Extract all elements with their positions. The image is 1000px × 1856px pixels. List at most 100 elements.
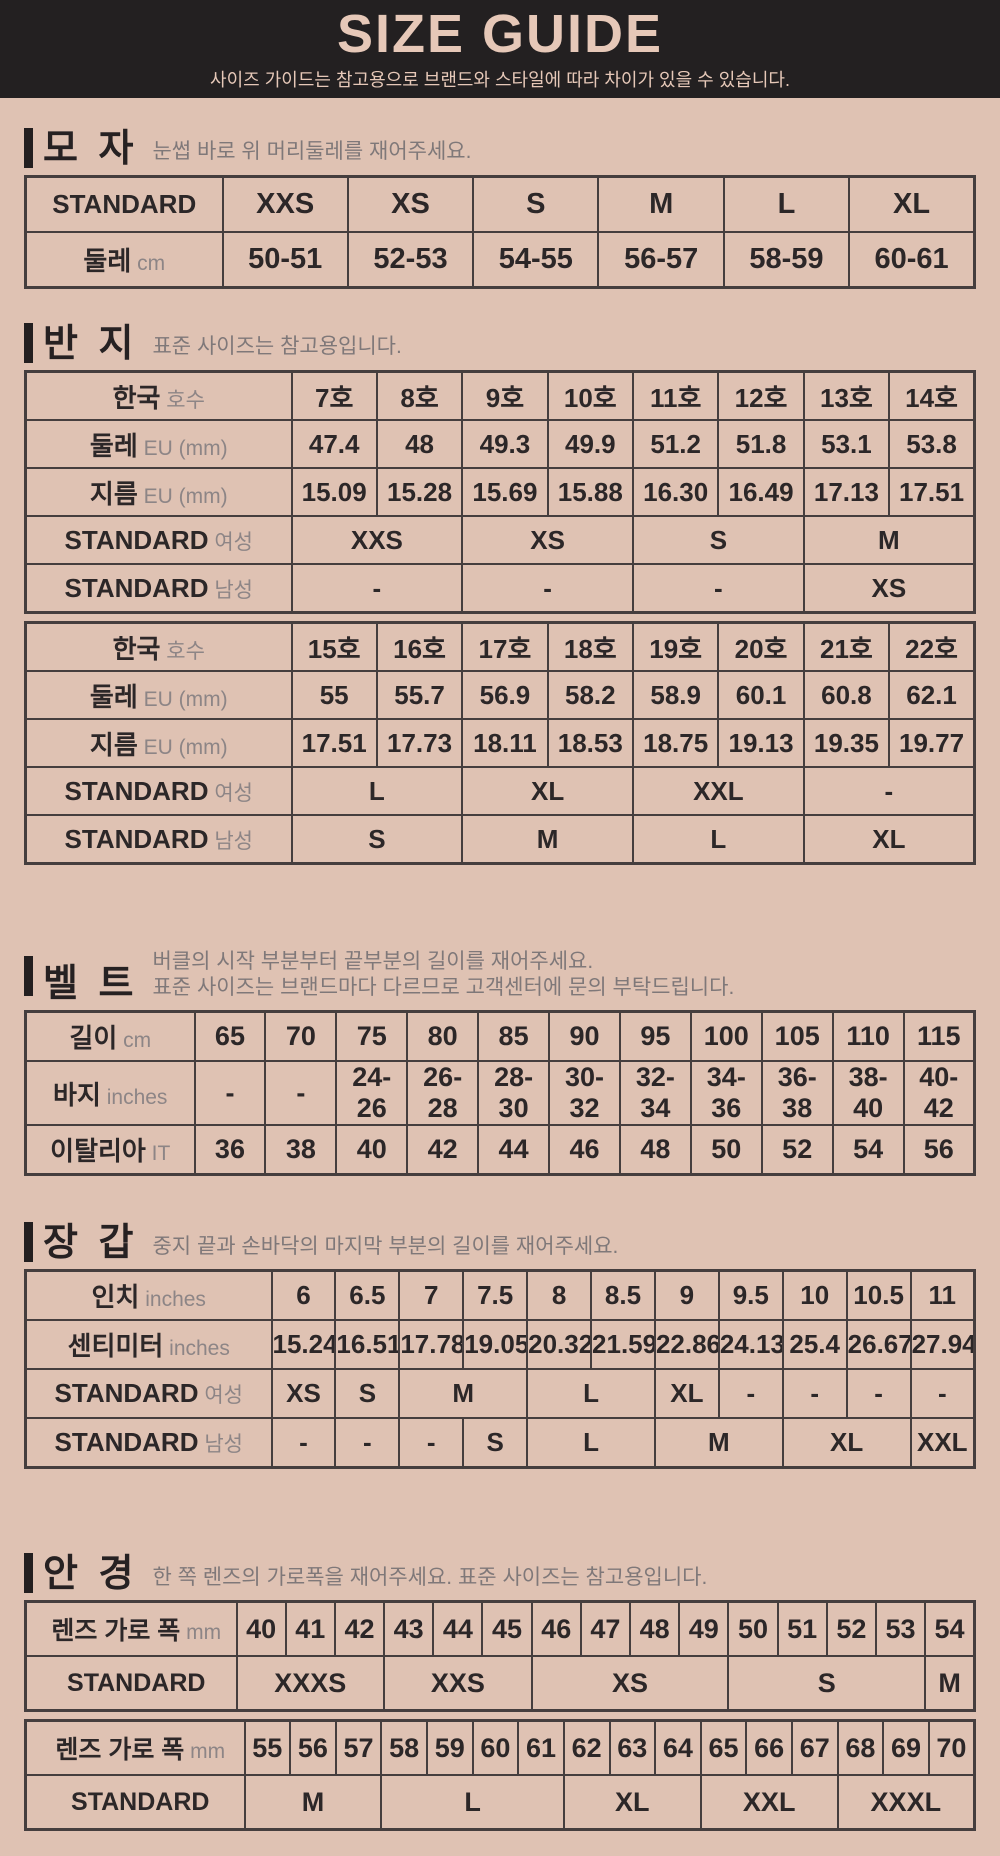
table-cell: 28-30 <box>477 1060 551 1127</box>
table-cell: L <box>290 766 464 816</box>
table-cell: - <box>264 1060 338 1127</box>
table-cell: S <box>462 1417 529 1469</box>
row-label: 렌즈 가로 폭 mm <box>24 1600 238 1658</box>
table-cell: 44 <box>477 1124 551 1176</box>
table-cell: L <box>526 1368 656 1420</box>
table-cell: 7호 <box>290 370 378 421</box>
row-label: 한국 호수 <box>24 621 293 672</box>
table-cell: 46 <box>530 1600 582 1658</box>
table-cell: 10.5 <box>845 1269 912 1322</box>
table-cell: 47 <box>579 1600 632 1658</box>
table-cell: 52-53 <box>346 231 475 289</box>
table-cell: 47.4 <box>290 419 378 469</box>
table-cell: 19호 <box>631 621 720 672</box>
gloves-size-table-container: 인치 inches 6 6.5 7 7.5 8 8.5 9 9.5 10 10.5 11 센티미터 in… <box>24 1269 976 1470</box>
table-cell: 60 <box>471 1719 520 1777</box>
row-label: STANDARD 여성 <box>24 1368 273 1420</box>
size-table: STANDARD XXS XS S M L XL 둘레 cm 50-51 52-53 54-55 56… <box>24 175 976 289</box>
row-label: STANDARD <box>24 175 224 233</box>
hat-size-table-container: STANDARD XXS XS S M L XL 둘레 cm 50-51 52-53 54-55 56… <box>24 175 976 289</box>
table-row: 바지 inches - -24-26 26-28 28-30 30-32 32-34 34-3… <box>24 1060 976 1127</box>
table-cell: - <box>632 563 805 614</box>
table-cell: 17.51 <box>888 467 976 517</box>
table-cell: 18.75 <box>631 718 720 768</box>
table-cell: 85 <box>477 1010 551 1063</box>
table-cell: 49.9 <box>546 419 635 469</box>
table-cell: 54-55 <box>472 231 600 289</box>
size-table: 길이 cm 65 70 75 80 85 90 95 100 105 110 115 바지 inches… <box>24 1010 976 1177</box>
row-label: STANDARD <box>24 1655 238 1712</box>
table-cell: 17.13 <box>802 467 891 517</box>
table-cell: 64 <box>654 1719 702 1777</box>
table-cell: 52 <box>760 1124 834 1176</box>
table-cell: 19.35 <box>802 718 891 768</box>
section-marker-bar <box>24 323 33 363</box>
table-cell: 53 <box>874 1600 927 1658</box>
table-cell: 43 <box>383 1600 435 1658</box>
table-cell: - <box>290 563 464 614</box>
table-cell: 49.3 <box>461 419 549 469</box>
table-cell: 34-36 <box>689 1060 763 1127</box>
table-cell: 13호 <box>802 370 891 421</box>
table-cell: 7.5 <box>462 1269 529 1322</box>
table-cell: 20호 <box>717 621 805 672</box>
table-cell: L <box>632 814 805 865</box>
table-row: STANDARD 남성 S M L XL <box>24 814 976 865</box>
row-label: 한국 호수 <box>24 370 293 421</box>
table-cell: 15호 <box>290 621 378 672</box>
table-cell: M <box>924 1655 976 1712</box>
table-row: 지름 EU (mm) 15.09 15.28 15.69 15.88 16.30 16.49… <box>24 467 976 517</box>
row-label: 지름 EU (mm) <box>24 718 293 768</box>
table-row: 길이 cm 65 70 75 80 85 90 95 100 105 110 115 <box>24 1010 976 1063</box>
row-label: 둘레 EU (mm) <box>24 670 293 720</box>
table-cell: S <box>290 814 464 865</box>
table-cell: 53.1 <box>802 419 891 469</box>
size-table: 인치 inches 6 6.5 7 7.5 8 8.5 9 9.5 10 10.5 11 센티미터 in… <box>24 1269 976 1470</box>
table-cell: 36-38 <box>760 1060 834 1127</box>
size-table: 한국 호수 15호 16호 17호 18호 19호 20호 21호 22호 둘레 EU (mm) 5… <box>24 621 976 865</box>
table-cell: 50 <box>689 1124 763 1176</box>
table-cell: 15.24 <box>270 1319 337 1371</box>
table-cell: 8호 <box>375 370 464 421</box>
table-cell: - <box>334 1417 401 1469</box>
table-cell: 95 <box>618 1010 692 1063</box>
glasses-size-table-container-1: 렌즈 가로 폭 mm 40 41 42 43 44 45 46 47 48 49 50 51 52 53 54… <box>24 1600 976 1713</box>
table-row: 둘레 EU (mm) 55 55.7 56.9 58.2 58.9 60.1 60.8 62.1 <box>24 670 976 720</box>
row-label: 둘레 cm <box>24 231 224 289</box>
table-row: STANDARD 여성 L XL XXL - <box>24 766 976 816</box>
section-ring: 반 지 표준 사이즈는 참고용입니다. 한국 호수 7호 8호 9호 10호 11호 12호… <box>24 323 976 865</box>
section-hat: 모 자 눈썹 바로 위 머리둘레를 재어주세요. STANDARD XXS XS S M… <box>24 128 976 289</box>
table-cell: 75 <box>335 1010 409 1063</box>
table-cell: 14호 <box>888 370 976 421</box>
table-cell: 48 <box>375 419 464 469</box>
row-label: STANDARD <box>24 1774 246 1831</box>
table-cell: 17.78 <box>398 1319 465 1371</box>
table-cell: - <box>781 1368 848 1420</box>
table-cell: 24.13 <box>717 1319 784 1371</box>
subtitle-line: 표준 사이즈는 브랜드마다 다르므로 고객센터에 문의 부탁드립니다. <box>152 975 735 999</box>
table-cell: XS <box>802 563 976 614</box>
table-cell: XL <box>653 1368 720 1420</box>
table-cell: 41 <box>284 1600 336 1658</box>
table-cell: XS <box>270 1368 337 1420</box>
section-subtitle: 한 쪽 렌즈의 가로폭을 재어주세요. 표준 사이즈는 참고용입니다. <box>152 1565 707 1591</box>
table-cell: 63 <box>608 1719 657 1777</box>
table-row: 이탈리아 IT 36 38 40 42 44 46 48 50 52 54 56 <box>24 1124 976 1176</box>
table-row: STANDARD XXS XS S M L XL <box>24 175 976 233</box>
table-row: 렌즈 가로 폭 mm 40 41 42 43 44 45 46 47 48 49 50 51 52 53 54 <box>24 1600 976 1658</box>
table-cell: 45 <box>481 1600 533 1658</box>
table-cell: 16.30 <box>631 467 720 517</box>
table-cell: 22.86 <box>653 1319 720 1371</box>
table-cell: 21호 <box>802 621 891 672</box>
section-marker-bar <box>24 956 33 997</box>
table-cell: 26-28 <box>406 1060 480 1127</box>
subtitle-line: 중지 끝과 손바닥의 마지막 부분의 길이를 재어주세요. <box>152 1234 619 1258</box>
table-cell: M <box>461 814 634 865</box>
table-cell: XL <box>562 1774 702 1831</box>
page-header: SIZE GUIDE 사이즈 가이드는 참고용으로 브랜드와 스타일에 따라 차… <box>0 0 1000 98</box>
table-row: 인치 inches 6 6.5 7 7.5 8 8.5 9 9.5 10 10.5 11 <box>24 1269 976 1322</box>
row-label: 센티미터 inches <box>24 1319 273 1371</box>
subtitle-line: 눈썹 바로 위 머리둘레를 재어주세요. <box>152 140 472 164</box>
section-subtitle: 버클의 시작 부분부터 끝부분의 길이를 재어주세요. 표준 사이즈는 브랜드마… <box>152 949 734 1000</box>
table-cell: - <box>717 1368 784 1420</box>
